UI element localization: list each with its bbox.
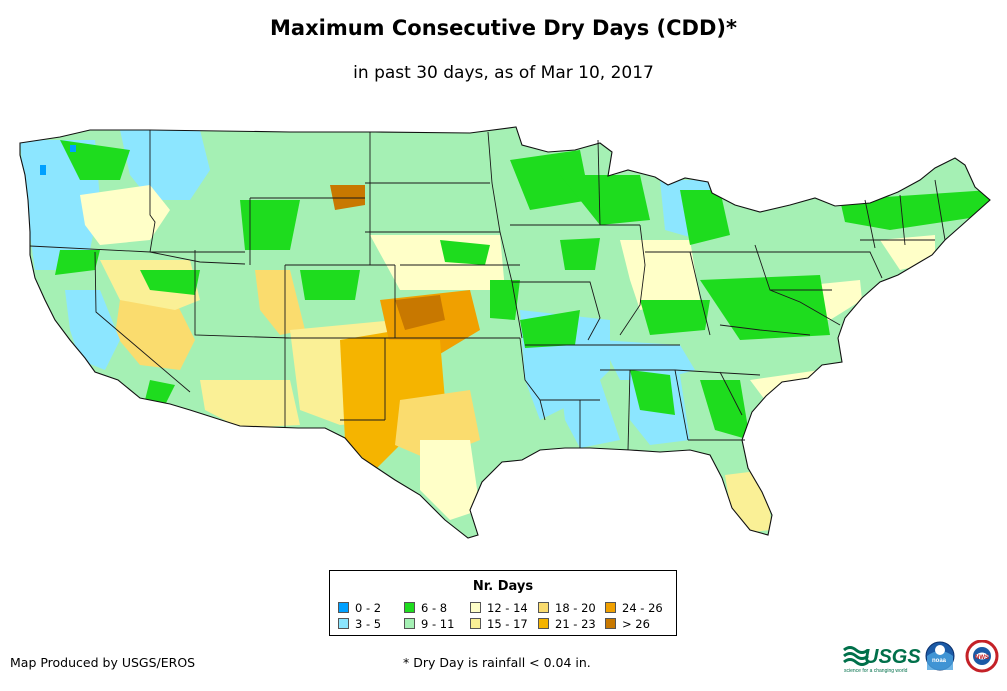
us-dry-days-map [19, 126, 991, 539]
legend-title: Nr. Days [472, 579, 534, 594]
legend-item: 21 - 23 [538, 618, 596, 630]
legend-item: 9 - 11 [404, 618, 454, 630]
legend-swatch [470, 602, 481, 613]
dry-days-region [140, 270, 200, 295]
dry-days-region [420, 440, 480, 520]
legend-label: 12 - 14 [487, 601, 528, 615]
dry-days-region [840, 190, 990, 230]
legend: Nr. Days 0 - 2 3 - 5 6 - 8 9 - 11 12 - 1… [329, 570, 677, 636]
dry-days-region [620, 240, 700, 310]
noaa-logo: noaa [925, 641, 955, 671]
legend-item: 18 - 20 [538, 602, 596, 614]
dry-days-region [115, 300, 195, 370]
legend-swatch [338, 618, 349, 629]
legend-label: > 26 [622, 617, 650, 631]
noaa-logo-text: noaa [932, 658, 947, 664]
dry-days-region [560, 380, 620, 448]
dry-days-region [700, 380, 750, 440]
dry-days-region [80, 185, 170, 245]
legend-item: 24 - 26 [605, 602, 663, 614]
dry-days-region [120, 130, 210, 200]
legend-label: 6 - 8 [421, 601, 448, 615]
dry-days-region [200, 380, 300, 428]
dry-days-region [490, 280, 520, 320]
map-credit: Map Produced by USGS/EROS [10, 655, 196, 670]
legend-label: 15 - 17 [487, 617, 528, 631]
legend-swatch [404, 602, 415, 613]
legend-item: 6 - 8 [404, 602, 447, 614]
dry-days-region [520, 310, 580, 348]
legend-swatch [538, 618, 549, 629]
dry-days-region [330, 185, 365, 210]
legend-label: 9 - 11 [421, 617, 455, 631]
dry-days-region [60, 140, 130, 180]
legend-swatch [338, 602, 349, 613]
dry-days-region [40, 165, 46, 175]
agency-logos: USGS science for a changing world noaa N… [843, 640, 999, 674]
legend-item: 12 - 14 [470, 602, 528, 614]
dry-days-region [145, 380, 175, 405]
dry-days-region [300, 270, 360, 300]
legend-swatch [470, 618, 481, 629]
dry-days-region [255, 270, 305, 335]
map-title: Maximum Consecutive Dry Days (CDD)* [270, 16, 737, 40]
dry-days-region [630, 370, 675, 415]
legend-label: 18 - 20 [555, 601, 596, 615]
dry-days-region [55, 250, 100, 275]
legend-item: 15 - 17 [470, 618, 528, 630]
legend-label: 21 - 23 [555, 617, 596, 631]
legend-label: 24 - 26 [622, 601, 663, 615]
nws-logo-text: NWS [975, 655, 989, 661]
legend-swatch [605, 602, 616, 613]
dry-days-region [725, 470, 772, 532]
dry-days-region [700, 275, 830, 340]
legend-item: 3 - 5 [338, 618, 381, 630]
usgs-logo: USGS science for a changing world [843, 646, 921, 674]
dry-days-region [395, 295, 445, 330]
legend-swatch [404, 618, 415, 629]
dry-days-region [560, 175, 650, 225]
legend-item: > 26 [605, 618, 650, 630]
usgs-logo-text: USGS [864, 646, 921, 668]
dry-days-region [440, 240, 490, 265]
dry-days-region [680, 190, 730, 245]
state-borders [29, 130, 946, 451]
dry-days-region [70, 145, 76, 152]
legend-swatch [605, 618, 616, 629]
usgs-tagline: science for a changing world [844, 668, 908, 674]
legend-swatch [538, 602, 549, 613]
legend-item: 0 - 2 [338, 602, 381, 614]
dry-days-region [560, 238, 600, 270]
map-subtitle: in past 30 days, as of Mar 10, 2017 [353, 63, 654, 83]
dry-days-region [640, 300, 710, 335]
legend-label: 0 - 2 [355, 601, 382, 615]
legend-label: 3 - 5 [355, 617, 382, 631]
dry-days-region [510, 150, 590, 210]
nws-logo: NWS [965, 640, 999, 673]
dry-days-region [240, 200, 300, 250]
dry-day-footnote: * Dry Day is rainfall < 0.04 in. [403, 655, 591, 670]
